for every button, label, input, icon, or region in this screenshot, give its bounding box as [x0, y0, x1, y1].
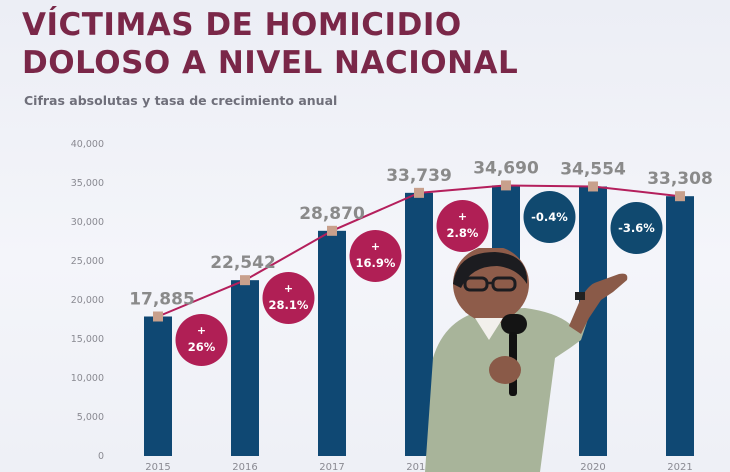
- trend-marker: [675, 191, 685, 202]
- growth-badge: [262, 272, 315, 324]
- growth-label: 16.9%: [356, 256, 396, 270]
- growth-label: 26%: [188, 340, 216, 354]
- bar-2016: [231, 280, 259, 456]
- value-label: 22,542: [210, 253, 276, 273]
- trend-marker: [588, 181, 598, 192]
- y-axis: 0 5,000 10,000 15,000 20,000 25,000 30,000 35,0…: [71, 139, 104, 462]
- x-tick-label: 2018: [406, 462, 431, 472]
- trend-marker: [501, 180, 511, 191]
- title-line-1: VÍCTIMAS DE HOMICIDIO: [22, 7, 462, 43]
- y-tick-label: 25,000: [71, 256, 104, 267]
- y-tick-label: 35,000: [71, 178, 104, 189]
- bar-2021: [666, 196, 694, 456]
- value-label: 34,690: [473, 158, 539, 178]
- title-line-2: DOLOSO A NIVEL NACIONAL: [22, 45, 519, 81]
- y-tick-label: 30,000: [71, 217, 104, 228]
- x-tick-label: 2021: [667, 462, 692, 472]
- growth-sign: +: [458, 210, 467, 223]
- x-tick-label: 2020: [580, 462, 605, 472]
- x-tick-label: 2015: [145, 462, 170, 472]
- growth-badge: [175, 314, 228, 366]
- value-label: 17,885: [129, 289, 195, 309]
- y-tick-label: 20,000: [71, 295, 104, 306]
- x-tick-label: 2017: [319, 462, 344, 472]
- trend-marker: [153, 311, 163, 322]
- x-tick-label: 2016: [232, 462, 257, 472]
- growth-label: -0.4%: [531, 210, 568, 224]
- growth-label: -3.6%: [618, 221, 655, 235]
- speaker-photo: [425, 248, 628, 472]
- chart-title: VÍCTIMAS DE HOMICIDIO DOLOSO A NIVEL NAC…: [22, 6, 518, 82]
- y-tick-label: 40,000: [71, 139, 104, 150]
- growth-badge: [523, 191, 576, 243]
- y-tick-label: 0: [98, 451, 104, 462]
- growth-badge: [436, 200, 489, 252]
- trend-marker: [240, 275, 250, 286]
- bar-2017: [318, 230, 346, 456]
- y-tick-label: 15,000: [71, 334, 104, 345]
- growth-sign: +: [284, 282, 293, 295]
- growth-label: 28.1%: [269, 298, 309, 312]
- value-label: 33,739: [386, 166, 452, 186]
- growth-badge: [610, 202, 663, 254]
- y-tick-label: 5,000: [77, 412, 104, 423]
- trend-line: [153, 180, 685, 322]
- value-label: 28,870: [299, 204, 365, 224]
- y-tick-label: 10,000: [71, 373, 104, 384]
- value-label: 33,308: [647, 169, 713, 189]
- growth-badges: +26% +28.1% +16.9% +2.8% -0.4% -3.6%: [175, 191, 663, 366]
- growth-sign: +: [371, 240, 380, 253]
- trend-marker: [327, 225, 337, 236]
- growth-sign: +: [197, 324, 206, 337]
- chart-subtitle: Cifras absolutas y tasa de crecimiento a…: [24, 93, 338, 108]
- trend-marker: [414, 187, 424, 198]
- bar-2018: [405, 192, 433, 456]
- value-label: 34,554: [560, 159, 626, 179]
- value-labels: 17,885 22,542 28,870 33,739 34,690 34,554 33,3…: [129, 158, 713, 309]
- bar-2015: [144, 316, 172, 456]
- growth-badge: [349, 230, 402, 282]
- growth-label: 2.8%: [447, 226, 479, 240]
